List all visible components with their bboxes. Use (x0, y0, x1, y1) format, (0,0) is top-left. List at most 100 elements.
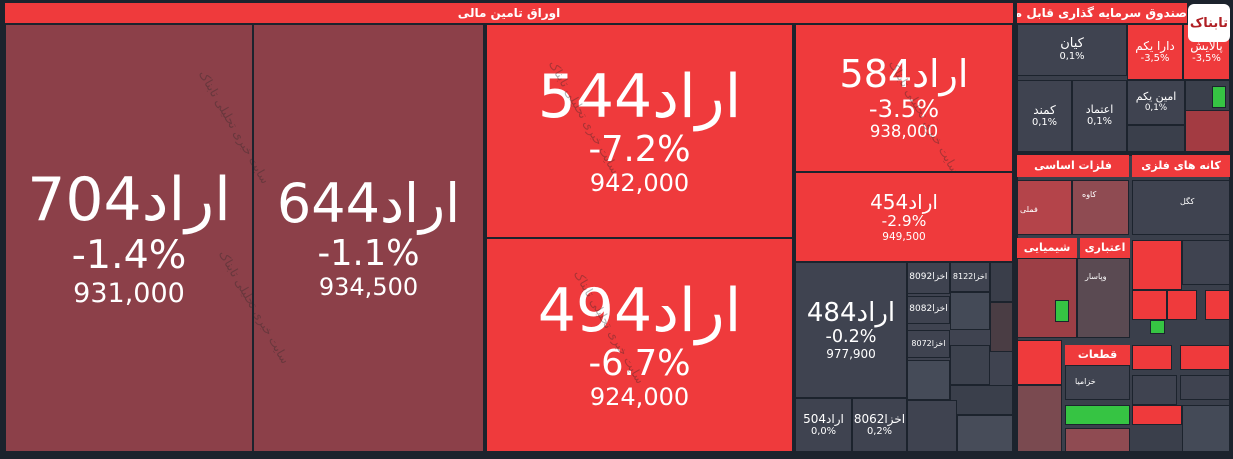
tile-change: -0.2% (825, 327, 877, 348)
tile-name: اعتماد (1085, 103, 1114, 117)
tile-bg (907, 400, 957, 452)
sector-header: شیمیایی (1017, 238, 1077, 258)
tile-name: پالایش (1190, 38, 1223, 53)
tile-bg (1127, 125, 1185, 152)
tile-bg (1212, 86, 1226, 108)
tile-change: -3,5% (1140, 52, 1170, 64)
tile-bg (1132, 180, 1230, 235)
tile-change: -7.2% (588, 128, 691, 170)
tile-name: امین یکم (1135, 90, 1177, 104)
sector-item: کگل (1180, 197, 1195, 206)
tile: کمند 0,1% (1017, 80, 1072, 152)
tile-bg (1150, 320, 1165, 334)
tile: اراد644 -1.1% 934,500 (253, 24, 484, 452)
tile-change: -3.5% (868, 94, 940, 123)
tile-change: 0,1% (1086, 116, 1113, 128)
tile-change: -1.4% (71, 231, 187, 278)
tile-bg (1132, 290, 1167, 320)
tile-bg (990, 302, 1013, 352)
sector-item: وپاسار (1085, 272, 1107, 281)
tile-change: 0,1% (1144, 103, 1168, 114)
tile-price: 924,000 (589, 383, 690, 412)
tile-name: اراد544 (537, 61, 742, 132)
tile-bg (1017, 180, 1072, 235)
tile-change: 0,0% (810, 425, 837, 437)
sector-item: کاوه (1082, 190, 1097, 199)
logo: تابناک (1188, 4, 1230, 42)
tile-name: اراد454 (870, 190, 938, 215)
tile: امین یکم 0,1% (1127, 80, 1185, 125)
tile-bg (1205, 290, 1230, 320)
tile-name: کمند (1033, 102, 1056, 117)
tile: اراد504 0,0% (795, 398, 852, 452)
tile-bg (950, 292, 990, 330)
tile-bg (1182, 405, 1230, 452)
tile-name: اراد494 (537, 275, 742, 346)
tile: کیان 0,1% (1017, 24, 1127, 76)
tile-bg (1132, 240, 1182, 290)
tile-bg (1065, 365, 1130, 400)
tile-price: 931,000 (73, 278, 185, 310)
tile-name: اخزا8062 (853, 411, 906, 426)
sector-header: کانه های فلزی (1132, 155, 1230, 177)
sector-header: فلزات اساسی (1017, 155, 1129, 177)
tile-name: اراد484 (806, 297, 896, 328)
tile-bg (950, 345, 990, 385)
tile-bg (1167, 290, 1197, 320)
tile-bg (1077, 258, 1130, 338)
tile-name: اخزا8122 (952, 271, 988, 281)
tile: اراد454 -2.9% 949,500 (795, 172, 1013, 262)
tile-price: 942,000 (589, 169, 690, 198)
tile: اخزا8072 (907, 330, 950, 358)
tile-change: -3,5% (1192, 52, 1221, 64)
tile: اراد494 -6.7% 924,000 (486, 238, 793, 452)
tile: اخزا8062 0,2% (852, 398, 907, 452)
tile-name: اخزا8092 (909, 272, 948, 283)
tile-bg (950, 385, 1013, 415)
tile: اراد484 -0.2% 977,900 (795, 262, 907, 398)
group-header: اوراق تامین مالی (5, 3, 1013, 23)
tile-change: 0,1% (1031, 116, 1058, 128)
tile-name: اخزا8082 (909, 304, 948, 315)
tile-bg (990, 262, 1013, 302)
tile-change: 0,1% (1059, 51, 1085, 63)
tile-change: 0,2% (866, 425, 893, 437)
tile-bg (1132, 405, 1182, 425)
sector-header: اعتباری (1080, 238, 1130, 258)
sector-header: قطعات (1065, 345, 1130, 365)
tile-bg (1055, 300, 1069, 322)
tile-bg (1182, 240, 1230, 285)
tile-bg (1065, 405, 1130, 425)
tile-price: 977,900 (826, 346, 876, 361)
tile-price: 938,000 (869, 122, 939, 142)
tile-name: اراد504 (803, 411, 844, 426)
tile: اخزا8092 (907, 262, 950, 294)
tile-bg (1072, 180, 1129, 235)
group-header: صندوق سرمایه گذاری قابل معامله (1017, 3, 1187, 23)
tile-bg (1132, 375, 1177, 405)
tile-bg (1017, 258, 1077, 338)
tile: اراد584 -3.5% 938,000 (795, 24, 1013, 172)
tile-name: کیان (1060, 36, 1084, 52)
tile: اراد544 -7.2% 942,000 (486, 24, 793, 238)
tile-change: -6.7% (588, 342, 691, 384)
tile: دارا یکم -3,5% (1127, 24, 1183, 80)
tile-bg (1180, 345, 1230, 370)
tile-bg (1065, 428, 1130, 452)
tile: اخزا8122 (950, 262, 990, 292)
tile: اعتماد 0,1% (1072, 80, 1127, 152)
tile: اخزا8082 (907, 296, 950, 324)
tile-name: اراد704 (27, 164, 231, 235)
tile-price: 934,500 (318, 273, 419, 302)
sector-item: خزامیا (1075, 377, 1096, 386)
tile-change: -2.9% (881, 212, 927, 231)
tile-bg (1017, 340, 1062, 385)
tile-bg (907, 360, 950, 400)
tile-bg (1132, 345, 1172, 370)
sector-item: فملی (1020, 205, 1038, 214)
tile: اراد704 -1.4% 931,000 (5, 24, 253, 452)
tile-bg (1185, 110, 1230, 152)
tile-bg (1180, 375, 1230, 400)
tile-name: اخزا8072 (911, 338, 946, 348)
